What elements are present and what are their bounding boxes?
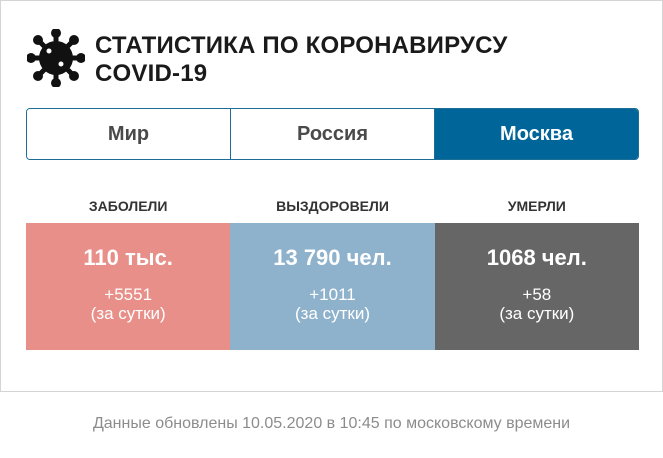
stat-delta: +58 <box>522 285 552 304</box>
stat-label: ВЫЗДОРОВЕЛИ <box>276 198 389 214</box>
stat-label: ЗАБОЛЕЛИ <box>88 198 168 214</box>
stat-recovered: ВЫЗДОРОВЕЛИ 13 790 чел. +1011 (за сутки) <box>230 187 435 350</box>
stat-period: (за сутки) <box>499 304 575 323</box>
stat-infected: ЗАБОЛЕЛИ 110 тыс. +5551 (за сутки) <box>26 187 231 350</box>
stat-delta: +1011 <box>309 285 356 304</box>
stat-deaths: УМЕРЛИ 1068 чел. +58 (за сутки) <box>434 187 639 350</box>
title-line-1: СТАТИСТИКА ПО КОРОНАВИРУСУ <box>95 32 508 59</box>
stat-label: УМЕРЛИ <box>507 198 566 214</box>
stat-box-infected: 110 тыс. +5551 (за сутки) <box>26 223 231 350</box>
stat-value: 13 790 чел. <box>273 245 392 270</box>
tab-world[interactable]: Мир <box>27 109 231 159</box>
tab-moscow[interactable]: Москва <box>435 109 638 159</box>
page-title: СТАТИСТИКА ПО КОРОНАВИРУСУ COVID-19 <box>95 32 508 88</box>
region-tabs: Мир Россия Москва <box>26 108 639 160</box>
stat-box-recovered: 13 790 чел. +1011 (за сутки) <box>230 223 435 350</box>
stats-row: ЗАБОЛЕЛИ 110 тыс. +5551 (за сутки) ВЫЗДО… <box>26 187 639 350</box>
update-timestamp: Данные обновлены 10.05.2020 в 10:45 по м… <box>92 415 571 432</box>
stat-value: 110 тыс. <box>83 245 173 270</box>
stat-value: 1068 чел. <box>486 245 587 270</box>
widget-header: СТАТИСТИКА ПО КОРОНАВИРУСУ COVID-19 <box>27 29 647 87</box>
tab-russia[interactable]: Россия <box>231 109 435 159</box>
stat-period: (за сутки) <box>90 304 166 323</box>
stat-period: (за сутки) <box>294 304 370 323</box>
title-line-2: COVID-19 <box>95 60 208 87</box>
virus-icon <box>27 29 85 87</box>
stat-box-deaths: 1068 чел. +58 (за сутки) <box>434 223 639 350</box>
covid-stats-widget: СТАТИСТИКА ПО КОРОНАВИРУСУ COVID-19 Мир … <box>0 0 663 392</box>
stat-delta: +5551 <box>104 285 153 304</box>
